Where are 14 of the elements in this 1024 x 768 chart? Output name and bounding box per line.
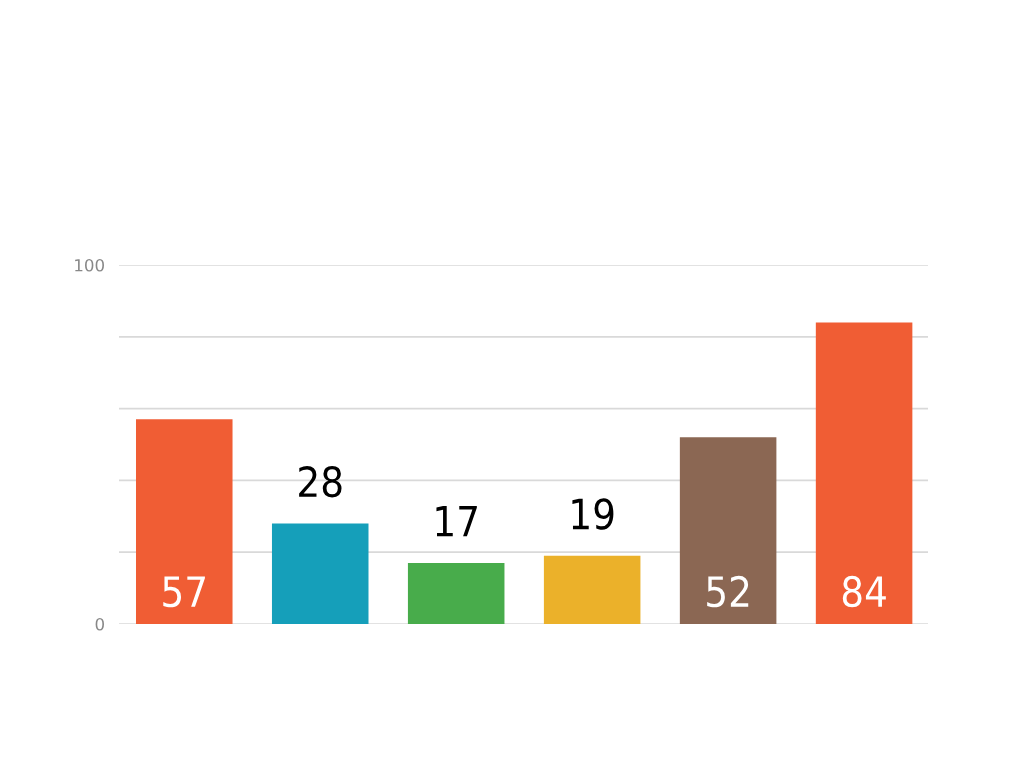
- data-label: 28: [299, 465, 342, 498]
- y-tick-label: 100: [75, 258, 104, 272]
- bar: [679, 437, 777, 624]
- y-tick-label: 0: [95, 617, 104, 631]
- bar: [543, 555, 641, 624]
- bar: [271, 523, 369, 624]
- data-label: 84: [842, 575, 886, 608]
- bar: [815, 322, 913, 624]
- data-label: 17: [436, 505, 477, 537]
- bar: [136, 419, 233, 624]
- bar: [407, 562, 505, 624]
- data-label: 57: [163, 576, 205, 608]
- data-label: 52: [707, 575, 749, 608]
- data-label: 19: [572, 498, 614, 530]
